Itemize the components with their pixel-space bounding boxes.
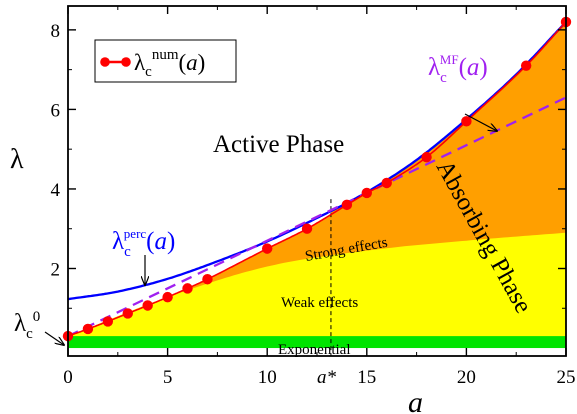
weak-effects-region xyxy=(68,232,566,349)
x-tick-label: 25 xyxy=(557,367,576,388)
active-phase-label: Active Phase xyxy=(213,131,344,158)
y-axis-label: λ xyxy=(10,144,24,175)
num-data-point xyxy=(122,308,133,319)
num-data-point xyxy=(262,243,273,254)
legend-marker-num xyxy=(100,57,110,67)
num-data-point xyxy=(102,316,114,327)
lambda-c0-label: λc0 xyxy=(14,309,40,342)
num-data-point xyxy=(361,187,372,199)
a-star-label: a* xyxy=(317,367,337,388)
y-tick-label: 4 xyxy=(51,180,61,201)
x-tick-label: 20 xyxy=(457,367,476,388)
num-data-point xyxy=(82,323,94,335)
num-data-point xyxy=(381,177,392,189)
num-data-point xyxy=(341,199,353,211)
exponential-label: Exponential xyxy=(278,342,350,358)
weak-effects-label: Weak effects xyxy=(281,295,358,311)
exponential-region xyxy=(68,336,566,349)
y-tick-label: 8 xyxy=(51,21,61,42)
num-data-point xyxy=(202,274,213,285)
x-tick-label: 0 xyxy=(63,367,73,388)
legend: λcnum(a) xyxy=(94,39,237,83)
num-data-point xyxy=(520,60,532,71)
x-tick-label: 15 xyxy=(357,367,376,388)
x-axis-label: a xyxy=(408,386,423,414)
num-data-point xyxy=(421,151,432,163)
num-data-point xyxy=(182,283,193,294)
num-data-point xyxy=(162,291,173,303)
y-tick-label: 2 xyxy=(51,260,61,281)
mf-curve xyxy=(68,96,566,338)
perc-curve-label: λcperc(a) xyxy=(112,226,175,260)
lambda-c0-annotation-arrow xyxy=(44,331,64,345)
legend-marker-num xyxy=(121,57,131,67)
mf-annotation-arrow xyxy=(464,113,497,131)
num-data-point xyxy=(301,223,313,234)
x-tick-label: 5 xyxy=(163,367,173,388)
num-data-point xyxy=(142,300,153,311)
mf-curve-label: λcMF(a) xyxy=(428,52,488,86)
y-tick-label: 6 xyxy=(51,100,61,121)
num-data-point xyxy=(461,116,472,127)
x-tick-label: 10 xyxy=(258,367,277,388)
